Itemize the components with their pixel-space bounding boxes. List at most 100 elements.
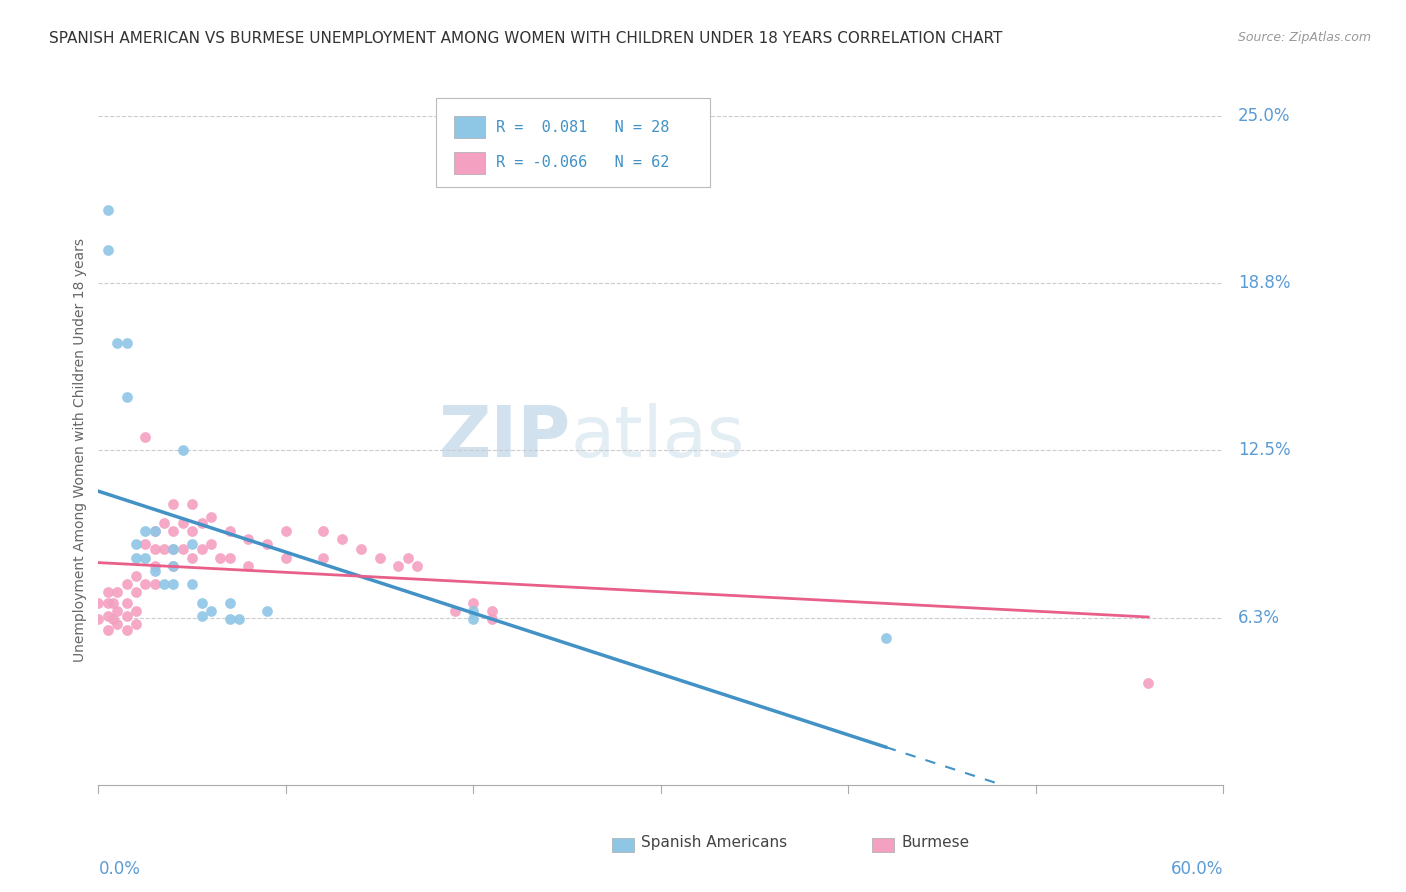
Point [209,550,232,565]
Point [172,443,194,458]
Point [134,537,156,551]
Point [87,612,110,626]
Point [115,336,138,351]
Point [200,510,222,524]
Point [103,612,125,626]
Text: atlas: atlas [571,402,745,472]
Point [443,604,465,618]
Text: 0.0%: 0.0% [98,860,141,878]
Point [115,623,138,637]
Point [143,577,166,591]
Point [125,617,148,632]
Point [162,577,184,591]
Point [125,604,148,618]
Point [87,596,110,610]
Point [190,596,212,610]
Point [200,537,222,551]
Point [218,550,240,565]
Point [97,585,120,599]
Text: 60.0%: 60.0% [1171,860,1223,878]
Point [218,596,240,610]
Point [134,524,156,538]
Point [143,564,166,578]
Point [218,612,240,626]
Point [181,524,204,538]
Point [143,558,166,573]
Point [97,623,120,637]
Point [153,577,176,591]
Point [190,609,212,624]
Point [105,585,128,599]
Point [387,558,409,573]
Point [125,537,148,551]
Point [162,542,184,557]
Text: 12.5%: 12.5% [1239,442,1291,459]
Point [368,550,391,565]
Point [190,542,212,557]
Point [463,604,485,618]
Point [274,524,297,538]
Point [463,596,485,610]
Point [162,542,184,557]
Text: R = -0.066   N = 62: R = -0.066 N = 62 [496,155,669,170]
Point [105,336,128,351]
Point [134,550,156,565]
Point [162,558,184,573]
Point [125,569,148,583]
Point [97,596,120,610]
Point [97,243,120,257]
Point [153,516,176,530]
Point [143,542,166,557]
Text: Spanish Americans: Spanish Americans [641,836,787,850]
Point [330,532,353,546]
Point [181,497,204,511]
Point [143,524,166,538]
Point [115,609,138,624]
Point [172,542,194,557]
Point [105,617,128,632]
Point [190,516,212,530]
Text: 6.3%: 6.3% [1239,608,1281,627]
Text: Burmese: Burmese [901,836,969,850]
Y-axis label: Unemployment Among Women with Children Under 18 years: Unemployment Among Women with Children U… [73,238,87,663]
Point [115,596,138,610]
Point [97,609,120,624]
Point [200,604,222,618]
Text: 25.0%: 25.0% [1239,107,1291,125]
Text: 18.8%: 18.8% [1239,274,1291,293]
Point [228,612,250,626]
Point [115,577,138,591]
Point [103,596,125,610]
Point [125,585,148,599]
Point [481,612,503,626]
Point [396,550,419,565]
Point [181,550,204,565]
Point [312,524,335,538]
Text: Source: ZipAtlas.com: Source: ZipAtlas.com [1237,31,1371,45]
Point [312,550,335,565]
Point [162,524,184,538]
Point [350,542,373,557]
Point [181,537,204,551]
Point [125,550,148,565]
Point [162,558,184,573]
Point [481,604,503,618]
Point [97,202,120,217]
Point [238,532,260,546]
Point [143,524,166,538]
Point [115,390,138,404]
Point [172,516,194,530]
Point [1137,676,1160,690]
Point [153,542,176,557]
Point [218,524,240,538]
Point [406,558,429,573]
Point [162,497,184,511]
Point [134,430,156,444]
Text: ZIP: ZIP [439,402,571,472]
Text: SPANISH AMERICAN VS BURMESE UNEMPLOYMENT AMONG WOMEN WITH CHILDREN UNDER 18 YEAR: SPANISH AMERICAN VS BURMESE UNEMPLOYMENT… [49,31,1002,46]
Point [238,558,260,573]
Point [105,604,128,618]
Point [256,604,278,618]
Point [181,577,204,591]
Text: R =  0.081   N = 28: R = 0.081 N = 28 [496,120,669,135]
